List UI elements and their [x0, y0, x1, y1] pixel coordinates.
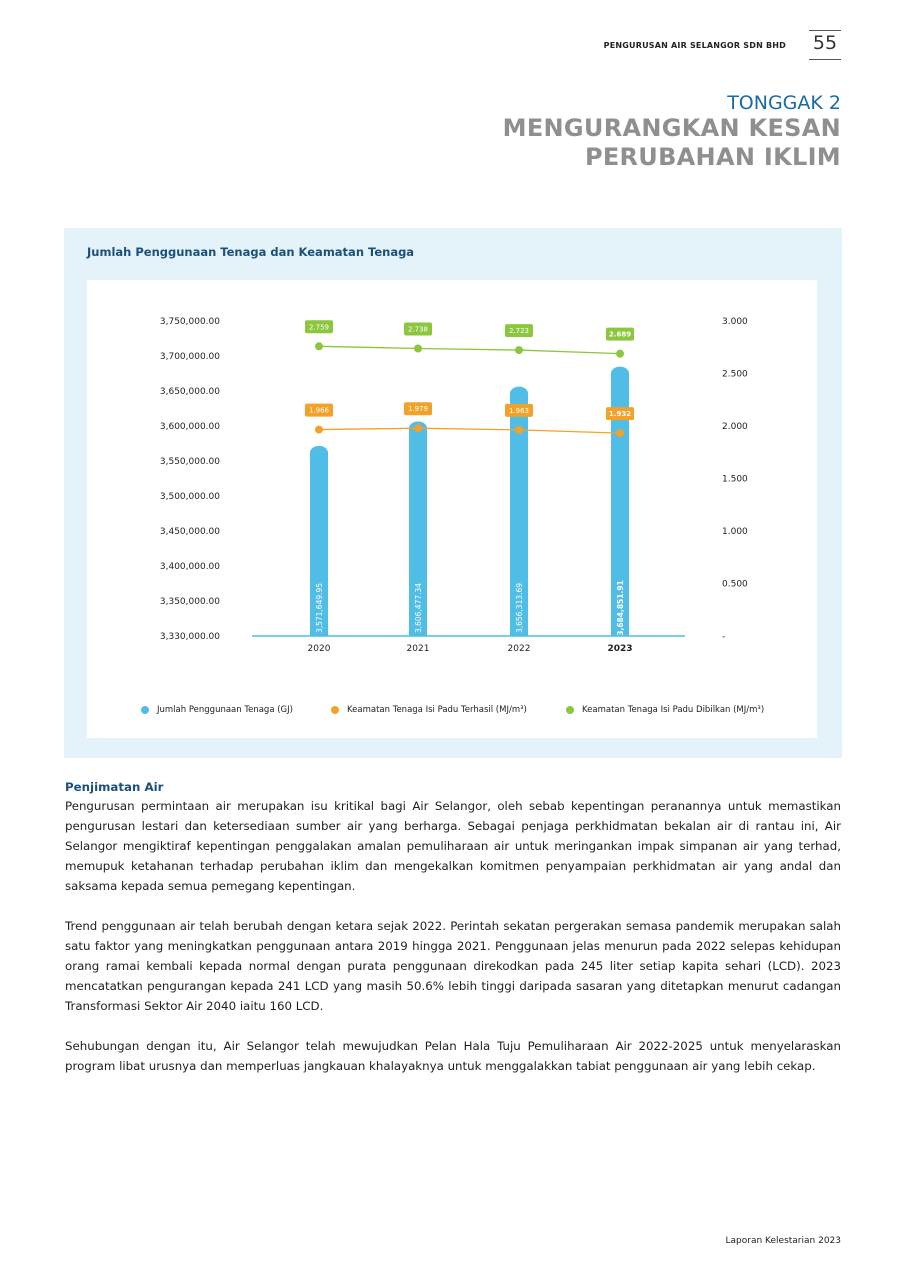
- terhasil-label-box: [404, 402, 432, 416]
- bar-base-2020: [310, 626, 328, 636]
- dibilkan-data-label: 2.738: [408, 326, 428, 334]
- terhasil-line: [318, 427, 621, 434]
- title-line-1: MENGURANGKAN KESAN: [502, 114, 841, 142]
- dibilkan-line: [318, 345, 621, 355]
- paragraph-2: Trend penggunaan air telah berubah denga…: [65, 919, 841, 1013]
- legend-item-bar: Jumlah Penggunaan Tenaga (GJ): [141, 705, 293, 715]
- legend-label-bar: Jumlah Penggunaan Tenaga (GJ): [157, 705, 293, 715]
- legend-label-green: Keamatan Tenaga Isi Padu Dibilkan (MJ/m³…: [582, 705, 765, 715]
- terhasil-label-box: [606, 407, 634, 421]
- x-tick-label: 2021: [407, 644, 430, 654]
- y-left-tick-label: 3,500,000.00: [160, 492, 220, 502]
- body-content: Penjimatan Air Pengurusan permintaan air…: [65, 778, 841, 1096]
- dibilkan-data-label: 2.759: [309, 323, 329, 331]
- page-number: 55: [812, 32, 838, 54]
- y-left-tick-label: 3,550,000.00: [160, 457, 220, 467]
- y-right-tick-label: 3.000: [722, 317, 748, 327]
- y-right-tick-label: -: [722, 632, 725, 642]
- section-title: TONGGAK 2 MENGURANGKAN KESAN PERUBAHAN I…: [503, 92, 841, 172]
- y-left-tick-label: 3,330,000.00: [160, 632, 220, 642]
- bar-base-2022: [510, 626, 528, 636]
- bar-2021: [409, 421, 427, 636]
- chart-title: Jumlah Penggunaan Tenaga dan Keamatan Te…: [87, 245, 415, 259]
- terhasil-label-box: [505, 403, 533, 417]
- dibilkan-label-box: [404, 322, 432, 336]
- y-left-tick-label: 3,350,000.00: [160, 597, 220, 607]
- paragraph-1: Pengurusan permintaan air merupakan isu …: [65, 799, 841, 893]
- page-number-underline: [809, 59, 841, 60]
- bar-value-label: 3,571,649.95: [315, 583, 324, 633]
- y-left-tick-label: 3,400,000.00: [160, 562, 220, 572]
- dibilkan-data-label: 2.689: [609, 331, 631, 339]
- footer-text: Laporan Kelestarian 2023: [725, 1236, 841, 1246]
- terhasil-point: [414, 424, 422, 433]
- x-tick-label: 2023: [607, 644, 632, 654]
- legend-dot-orange: [331, 706, 339, 714]
- dibilkan-label-box: [606, 327, 634, 341]
- dibilkan-label-box: [305, 320, 333, 334]
- y-right-tick-label: 0.500: [722, 580, 748, 590]
- legend-item-green: Keamatan Tenaga Isi Padu Dibilkan (MJ/m³…: [566, 705, 764, 715]
- bar-base-2023: [611, 626, 629, 636]
- y-left-tick-label: 3,600,000.00: [160, 422, 220, 432]
- x-tick-label: 2022: [508, 644, 531, 654]
- y-left-tick-label: 3,750,000.00: [160, 317, 220, 327]
- energy-chart: 3,750,000.00 3,700,000.00 3,650,000.00 3,60…: [160, 317, 748, 654]
- chart-panel: Jumlah Penggunaan Tenaga dan Keamatan Te…: [64, 228, 842, 758]
- legend-label-orange: Keamatan Tenaga Isi Padu Terhasil (MJ/m³…: [347, 705, 527, 715]
- title-line-2: PERUBAHAN IKLIM: [584, 143, 841, 171]
- pillar-label: TONGGAK 2: [727, 92, 841, 114]
- terhasil-data-label: 1.979: [408, 405, 428, 413]
- bar-2023: [611, 366, 629, 636]
- x-tick-label: 2020: [308, 644, 331, 654]
- terhasil-point: [616, 429, 624, 438]
- terhasil-data-label: 1.966: [309, 407, 330, 415]
- legend-item-orange: Keamatan Tenaga Isi Padu Terhasil (MJ/m³…: [331, 705, 527, 715]
- legend-dot-bar: [141, 706, 149, 714]
- y-right-tick-label: 2.500: [722, 370, 748, 380]
- bar-base-2021: [409, 626, 427, 636]
- paragraph-3: Sehubungan dengan itu, Air Selangor tela…: [65, 1039, 841, 1073]
- dibilkan-label-box: [505, 324, 533, 338]
- legend-dot-green: [566, 706, 574, 714]
- page-number-rule: [809, 30, 841, 31]
- y-right-tick-label: 2.000: [722, 422, 748, 432]
- y-left-tick-label: 3,700,000.00: [160, 352, 220, 362]
- company-name: PENGURUSAN AIR SELANGOR SDN BHD: [603, 41, 786, 50]
- terhasil-point: [315, 425, 323, 434]
- section-heading: Penjimatan Air: [65, 780, 164, 794]
- terhasil-data-label: 1.963: [509, 407, 529, 415]
- terhasil-point: [515, 425, 523, 434]
- bar-value-label: 3,606,477.34: [414, 583, 423, 633]
- dibilkan-point: [414, 344, 422, 353]
- y-right-tick-label: 1.500: [722, 475, 748, 485]
- bar-2020: [310, 445, 328, 636]
- dibilkan-point: [515, 346, 523, 355]
- dibilkan-point: [616, 349, 624, 358]
- bar-value-label: 3,656,313.69: [515, 583, 524, 633]
- dibilkan-point: [315, 342, 323, 351]
- y-right-tick-label: 1.000: [722, 527, 748, 537]
- bar-value-label: 3,684,851.91: [616, 580, 625, 636]
- terhasil-data-label: 1.932: [609, 410, 631, 418]
- y-left-tick-label: 3,450,000.00: [160, 527, 220, 537]
- terhasil-label-box: [305, 403, 333, 417]
- chart-card: 3,750,000.00 3,700,000.00 3,650,000.00 3,60…: [87, 280, 817, 738]
- y-left-tick-label: 3,650,000.00: [160, 387, 220, 397]
- bar-2022: [510, 386, 528, 636]
- dibilkan-data-label: 2.723: [509, 327, 529, 335]
